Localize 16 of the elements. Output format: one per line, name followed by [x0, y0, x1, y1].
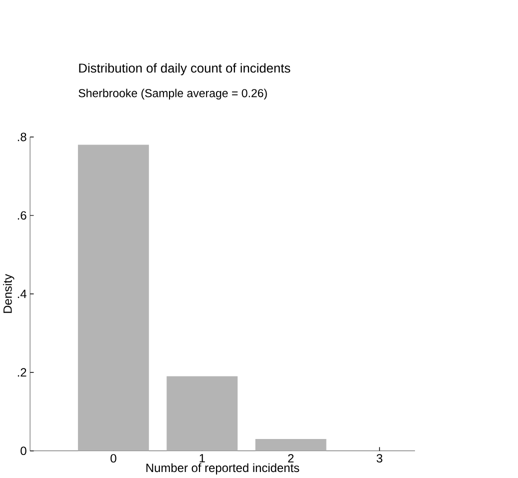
y-tick-label: 0 — [20, 446, 26, 456]
y-tick-label: .4 — [18, 290, 26, 298]
chart-subtitle: Sherbrooke (Sample average = 0.26) — [78, 89, 267, 100]
y-axis-title: Density — [3, 274, 14, 314]
chart-title: Distribution of daily count of incidents — [79, 63, 290, 76]
bar — [166, 376, 238, 452]
x-tick-label: 0 — [110, 454, 116, 463]
x-axis-title: Number of reported incidents — [146, 464, 300, 475]
bar — [255, 439, 326, 452]
x-tick-label: 3 — [376, 454, 382, 463]
y-tick-label: .6 — [18, 211, 26, 220]
bar — [78, 145, 149, 452]
x-tick-label: 1 — [200, 454, 205, 463]
x-tick-label: 2 — [288, 454, 294, 463]
y-tick-label: .8 — [18, 132, 26, 142]
y-tick-label: .2 — [18, 368, 26, 377]
